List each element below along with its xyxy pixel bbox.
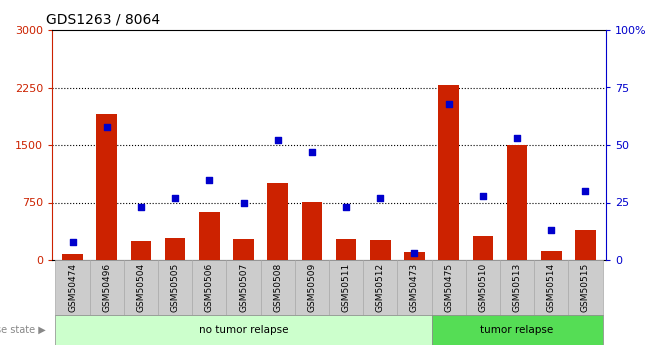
Bar (268, 183, 288, 260)
Bar (541, 251, 562, 260)
Bar (199, 213, 219, 260)
Point (135, 204, 146, 210)
Bar (575, 230, 596, 260)
Bar (165, 238, 186, 260)
Point (341, 204, 352, 210)
Bar (500, 260, 534, 315)
Bar (568, 260, 603, 315)
Text: GSM50508: GSM50508 (273, 263, 282, 312)
Text: GSM50509: GSM50509 (307, 263, 316, 312)
Text: GSM50514: GSM50514 (547, 263, 556, 312)
Bar (260, 260, 295, 315)
Bar (55, 260, 90, 315)
Text: GSM50505: GSM50505 (171, 263, 180, 312)
Point (307, 149, 317, 155)
Bar (233, 239, 254, 260)
Point (204, 177, 215, 182)
Bar (465, 260, 500, 315)
Bar (96, 114, 117, 260)
Bar (438, 85, 459, 260)
Text: GSM50515: GSM50515 (581, 263, 590, 312)
Text: disease state ▶: disease state ▶ (0, 325, 46, 335)
Text: GSM50506: GSM50506 (205, 263, 214, 312)
Point (238, 200, 249, 205)
Point (580, 188, 590, 194)
Point (443, 101, 454, 106)
Bar (55, 315, 432, 345)
Bar (158, 260, 192, 315)
Text: GSM50513: GSM50513 (512, 263, 521, 312)
Point (374, 292, 385, 298)
Bar (62, 254, 83, 260)
Point (102, 124, 112, 129)
Bar (336, 238, 356, 260)
Point (546, 227, 557, 233)
Bar (507, 145, 527, 260)
Bar (404, 252, 424, 260)
Text: GSM50510: GSM50510 (478, 263, 488, 312)
Point (273, 138, 283, 143)
Text: GSM50496: GSM50496 (102, 263, 111, 312)
Text: GDS1263 / 8064: GDS1263 / 8064 (46, 12, 161, 26)
Point (375, 195, 385, 201)
Text: GSM50512: GSM50512 (376, 263, 385, 312)
Text: GSM50511: GSM50511 (342, 263, 351, 312)
Bar (301, 202, 322, 260)
Bar (363, 260, 397, 315)
Point (409, 250, 420, 256)
Bar (473, 236, 493, 260)
Text: GSM50474: GSM50474 (68, 263, 77, 312)
Text: tumor relapse: tumor relapse (480, 325, 554, 335)
Point (374, 156, 385, 161)
Bar (397, 260, 432, 315)
Text: GSM50475: GSM50475 (444, 263, 453, 312)
Point (170, 195, 180, 201)
Point (67, 239, 77, 244)
Bar (192, 260, 227, 315)
Text: no tumor relapse: no tumor relapse (199, 325, 288, 335)
Bar (227, 260, 260, 315)
Text: GSM50473: GSM50473 (410, 263, 419, 312)
Text: GSM50504: GSM50504 (137, 263, 145, 312)
Text: GSM50507: GSM50507 (239, 263, 248, 312)
Bar (90, 260, 124, 315)
Bar (432, 260, 465, 315)
Bar (370, 240, 391, 260)
Bar (124, 260, 158, 315)
Bar (295, 260, 329, 315)
Bar (432, 315, 603, 345)
Bar (131, 241, 151, 260)
Point (512, 135, 522, 141)
Bar (534, 260, 568, 315)
Bar (329, 260, 363, 315)
Point (478, 193, 488, 198)
